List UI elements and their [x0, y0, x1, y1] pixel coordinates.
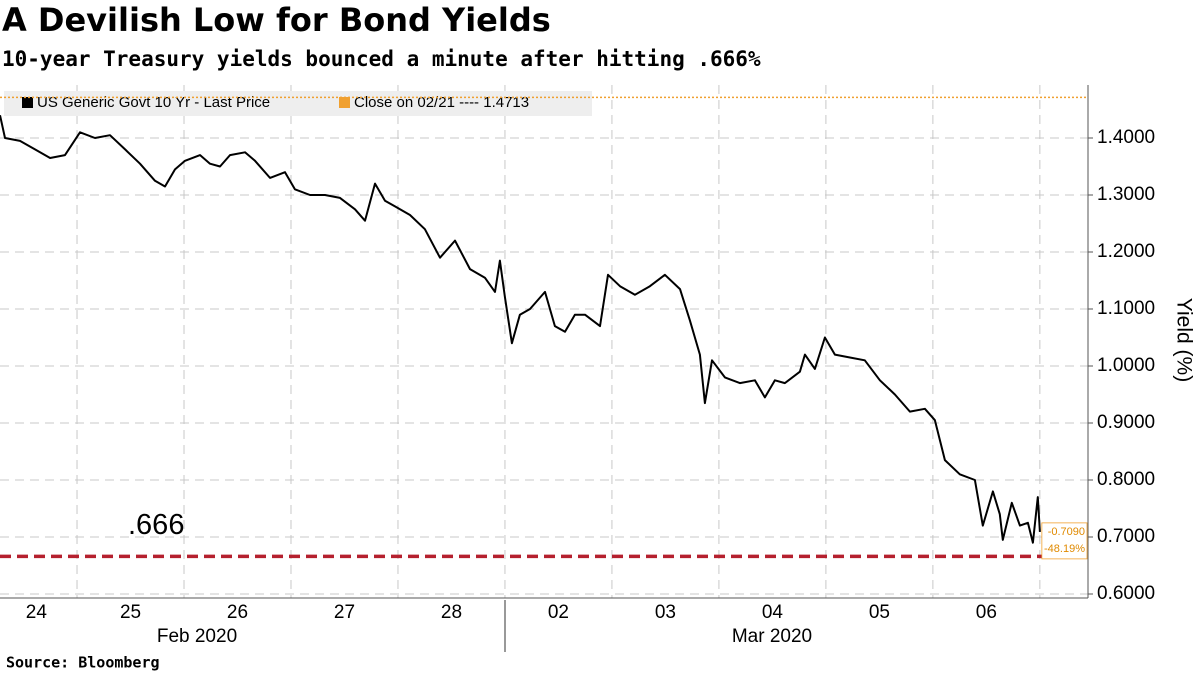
x-tick-label: 06 [976, 602, 997, 623]
annotation-label: .666 [128, 509, 184, 541]
month-label: Feb 2020 [157, 626, 237, 647]
grid [0, 85, 1088, 598]
x-tick-label: 25 [120, 602, 141, 623]
last-box [1041, 522, 1088, 560]
chart-title: A Devilish Low for Bond Yields [2, 1, 551, 39]
y-tick-label: 1.0000 [1097, 355, 1155, 376]
line [0, 114, 1041, 544]
y-tick-label: 0.7000 [1097, 526, 1155, 547]
month-label: Mar 2020 [732, 626, 812, 647]
y-tick-label: 1.1000 [1097, 298, 1155, 319]
chart-subtitle: 10-year Treasury yields bounced a minute… [2, 47, 761, 71]
legend-swatch [22, 97, 33, 108]
y-axis-label: Yield (%) [1172, 298, 1195, 382]
x-tick-label: 26 [227, 602, 248, 623]
last-label: -0.7090 [1048, 526, 1085, 538]
x-tick-label: 27 [334, 602, 355, 623]
y-tick-label: 0.8000 [1097, 469, 1155, 490]
legend-label: Close on 02/21 ---- 1.4713 [354, 94, 529, 111]
legend-swatch [339, 97, 350, 108]
legend-label: US Generic Govt 10 Yr - Last Price [37, 94, 270, 111]
y-tick-label: 0.9000 [1097, 412, 1155, 433]
x-tick-label: 05 [869, 602, 890, 623]
y-tick-label: 0.6000 [1097, 583, 1155, 604]
source: Source: Bloomberg [6, 654, 160, 672]
x-tick-label: 28 [441, 602, 462, 623]
y-tick-label: 1.2000 [1097, 241, 1155, 262]
x-tick-label: 24 [26, 602, 48, 623]
legend-box [4, 91, 592, 116]
y-tick-label: 1.4000 [1097, 127, 1155, 148]
x-tick-label: 02 [548, 602, 569, 623]
x-tick-label: 04 [762, 602, 784, 623]
last-label: -48.19% [1044, 543, 1085, 555]
y-tick-label: 1.3000 [1097, 184, 1155, 205]
x-tick-label: 03 [655, 602, 676, 623]
